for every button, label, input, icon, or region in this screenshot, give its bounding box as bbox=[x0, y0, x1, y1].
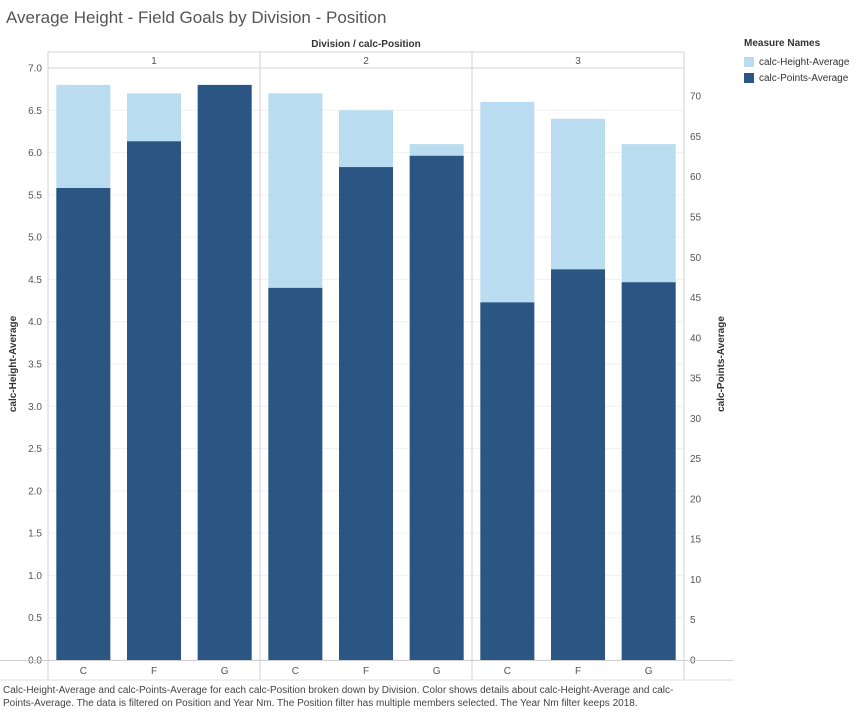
y-left-tick-label: 4.0 bbox=[28, 317, 42, 328]
y-right-axis-title: calc-Points-Average bbox=[716, 316, 727, 412]
legend-label-height: calc-Height-Average bbox=[759, 56, 850, 68]
y-left-axis-title: calc-Height-Average bbox=[8, 315, 19, 412]
x-tick-label: G bbox=[433, 666, 441, 677]
division-header-label: 3 bbox=[575, 56, 581, 67]
y-left-tick-label: 3.0 bbox=[28, 402, 42, 413]
y-right-tick-label: 10 bbox=[690, 575, 702, 586]
x-tick-label: F bbox=[151, 666, 157, 677]
y-left-tick-label: 4.5 bbox=[28, 275, 42, 286]
bar-points-average bbox=[480, 302, 535, 660]
y-left-tick-label: 5.5 bbox=[28, 190, 42, 201]
x-tick-label: C bbox=[80, 666, 87, 677]
y-right-tick-label: 60 bbox=[690, 172, 702, 183]
bar-points-average bbox=[409, 155, 464, 660]
legend-item-points[interactable]: calc-Points-Average bbox=[744, 70, 849, 86]
y-left-tick-label: 2.0 bbox=[28, 486, 42, 497]
y-left-tick-label: 0.5 bbox=[28, 613, 42, 624]
bar-points-average bbox=[127, 141, 181, 661]
bar-points-average bbox=[197, 84, 252, 660]
y-left-tick-label: 7.0 bbox=[28, 64, 42, 75]
y-right-tick-label: 15 bbox=[690, 535, 702, 546]
y-right-tick-label: 30 bbox=[690, 414, 702, 425]
y-left-tick-label: 6.0 bbox=[28, 148, 42, 159]
legend-swatch-height bbox=[744, 57, 754, 67]
y-right-tick-label: 55 bbox=[690, 213, 702, 224]
legend-title: Measure Names bbox=[744, 38, 821, 49]
y-right-tick-label: 70 bbox=[690, 92, 702, 103]
bar-points-average bbox=[268, 287, 323, 660]
legend: Measure Names calc-Height-Average calc-P… bbox=[744, 38, 849, 86]
bar-points-average bbox=[56, 188, 111, 661]
bar-points-average bbox=[621, 282, 676, 660]
division-header-label: 1 bbox=[151, 56, 157, 67]
y-left-tick-label: 2.5 bbox=[28, 444, 42, 455]
x-tick-label: G bbox=[645, 666, 653, 677]
x-tick-label: F bbox=[575, 666, 581, 677]
y-right-tick-label: 20 bbox=[690, 494, 702, 505]
division-header-label: 2 bbox=[363, 56, 369, 67]
header-label: Division / calc-Position bbox=[311, 39, 420, 50]
x-tick-label: G bbox=[221, 666, 229, 677]
x-tick-label: C bbox=[292, 666, 299, 677]
y-left-tick-label: 3.5 bbox=[28, 360, 42, 371]
y-right-tick-label: 40 bbox=[690, 333, 702, 344]
legend-swatch-points bbox=[744, 73, 754, 83]
y-left-tick-label: 5.0 bbox=[28, 233, 42, 244]
legend-label-points: calc-Points-Average bbox=[759, 72, 849, 84]
x-tick-label: F bbox=[363, 666, 369, 677]
bar-points-average bbox=[339, 167, 393, 660]
x-tick-label: C bbox=[504, 666, 511, 677]
bar-points-average bbox=[551, 269, 605, 660]
y-right-tick-label: 50 bbox=[690, 253, 702, 264]
y-right-tick-label: 5 bbox=[690, 615, 696, 626]
y-left-tick-label: 6.5 bbox=[28, 106, 42, 117]
y-left-tick-label: 1.5 bbox=[28, 529, 42, 540]
chart-title: Average Height - Field Goals by Division… bbox=[6, 8, 387, 27]
legend-item-height[interactable]: calc-Height-Average bbox=[744, 54, 849, 70]
y-left-tick-label: 1.0 bbox=[28, 571, 42, 582]
y-right-tick-label: 45 bbox=[690, 293, 702, 304]
y-right-tick-label: 25 bbox=[690, 454, 702, 465]
chart-caption: Calc-Height-Average and calc-Points-Aver… bbox=[3, 685, 674, 709]
y-right-tick-label: 65 bbox=[690, 132, 702, 143]
y-right-tick-label: 35 bbox=[690, 374, 702, 385]
